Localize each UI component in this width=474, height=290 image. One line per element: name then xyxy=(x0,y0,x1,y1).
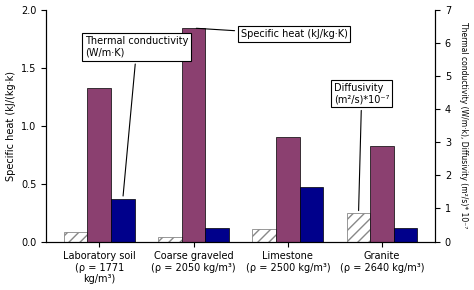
Bar xyxy=(182,28,205,242)
Bar xyxy=(300,187,323,242)
Bar xyxy=(394,228,418,242)
Text: Thermal conductivity
(W/m·K): Thermal conductivity (W/m·K) xyxy=(85,36,189,196)
Bar xyxy=(253,229,276,242)
Bar xyxy=(347,213,370,242)
Y-axis label: Specific heat (kJ/(kg·k): Specific heat (kJ/(kg·k) xyxy=(6,70,16,181)
Text: Diffusivity
(m²/s)*10⁻⁷: Diffusivity (m²/s)*10⁻⁷ xyxy=(334,83,390,211)
Y-axis label: Thermal conductivity (W/m·k), Diffusivity (m²/s)* 10⁻⁷: Thermal conductivity (W/m·k), Diffusivit… xyxy=(459,22,468,229)
Bar xyxy=(370,146,394,242)
Bar xyxy=(205,228,229,242)
Bar xyxy=(64,232,88,242)
Bar xyxy=(88,88,111,242)
Bar xyxy=(111,199,135,242)
Bar xyxy=(158,237,182,242)
Bar xyxy=(276,137,300,242)
Text: Specific heat (kJ/kg·K): Specific heat (kJ/kg·K) xyxy=(196,28,347,39)
